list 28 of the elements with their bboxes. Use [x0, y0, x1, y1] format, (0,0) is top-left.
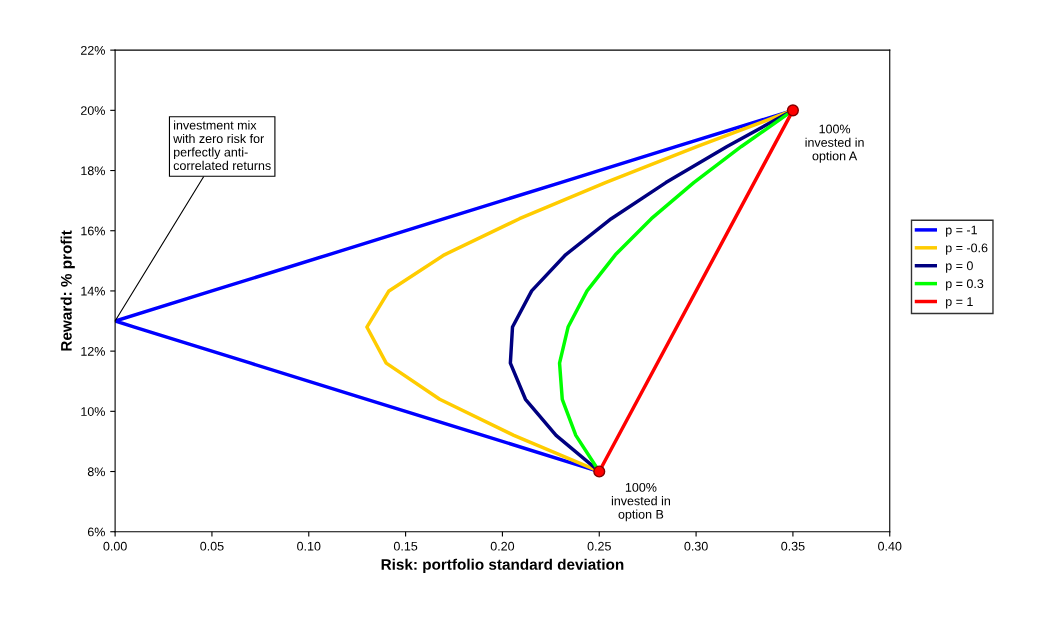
- x-tick-label: 0.15: [393, 541, 418, 551]
- legend-label: p = -1: [946, 225, 977, 237]
- y-tick-label: 10%: [81, 407, 105, 416]
- y-tick-label: 6%: [87, 527, 105, 537]
- legend-label: p = -0.6: [946, 243, 988, 255]
- y-tick-label: 8%: [87, 467, 105, 477]
- y-axis-title: Reward: % profit: [60, 230, 75, 351]
- x-axis-title: Risk: portfolio standard deviation: [381, 558, 624, 573]
- x-tick-label: 0.05: [200, 541, 224, 551]
- y-tick-label: 16%: [81, 226, 105, 236]
- y-tick-label: 12%: [81, 346, 105, 356]
- x-tick-label: 0.25: [587, 541, 611, 551]
- annotation: investment mix with zero risk for perfectly anti- correlated returns: [173, 120, 271, 171]
- y-tick-label: 14%: [81, 286, 105, 296]
- legend-label: p = 1: [946, 297, 973, 309]
- x-tick-label: 0.20: [490, 541, 515, 551]
- y-tick-label: 18%: [81, 166, 105, 176]
- legend-label: p = 0: [946, 261, 973, 273]
- x-tick-label: 0.40: [878, 541, 902, 551]
- annotation: 100% invested in option B: [611, 482, 670, 522]
- x-tick-label: 0.00: [103, 541, 127, 551]
- y-tick-label: 20%: [81, 106, 105, 115]
- x-tick-label: 0.10: [297, 541, 321, 551]
- y-tick-label: 22%: [81, 45, 105, 55]
- annotation: 100% invested in option A: [805, 124, 864, 163]
- legend-label: p = 0.3: [946, 279, 984, 291]
- x-tick-label: 0.30: [684, 541, 708, 551]
- x-tick-label: 0.35: [781, 541, 805, 551]
